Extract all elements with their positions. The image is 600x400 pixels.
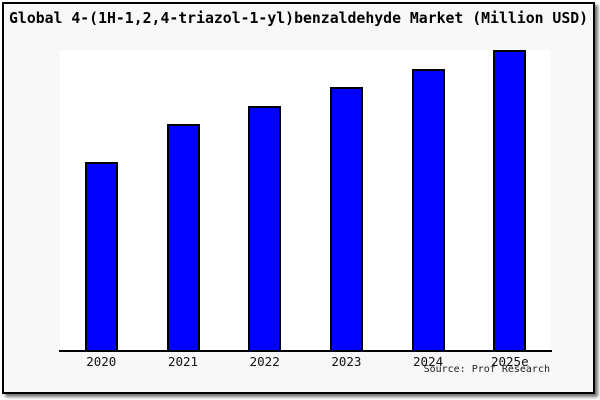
x-axis-line [59, 350, 552, 352]
x-tick-label-2025e: 2025e [490, 354, 529, 369]
bar-2022 [248, 106, 282, 351]
x-tick-label-2021: 2021 [167, 354, 199, 369]
chart-frame: Global 4-(1H-1,2,4-triazol-1-yl)benzalde… [2, 2, 595, 394]
x-tick-label-2024: 2024 [413, 354, 444, 369]
bar-2021 [166, 124, 200, 351]
plot-area [60, 50, 551, 351]
x-tick-label-2022: 2022 [249, 354, 280, 369]
bar-2024 [411, 69, 445, 351]
bar-2020 [84, 162, 118, 351]
x-tick-label-2023: 2023 [331, 354, 362, 369]
chart-title: Global 4-(1H-1,2,4-triazol-1-yl)benzalde… [9, 10, 589, 27]
bar-2025e [493, 50, 527, 351]
source-credit: Source: Prof Research [423, 364, 550, 375]
bar-2023 [329, 87, 363, 351]
x-tick-label-2020: 2020 [86, 354, 117, 369]
